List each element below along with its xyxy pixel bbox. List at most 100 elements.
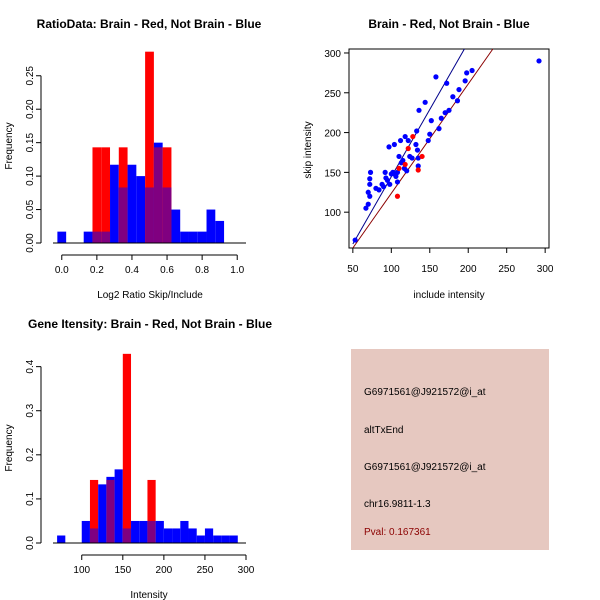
ratio-title: RatioData: Brain - Red, Not Brain - Blue bbox=[37, 17, 262, 31]
intensity-bar-17 bbox=[196, 535, 205, 543]
scatter-xlabel: include intensity bbox=[413, 290, 484, 301]
intensity-bar-16 bbox=[188, 528, 197, 543]
ratio-bar-16 bbox=[197, 231, 207, 243]
scatter-x-tick-label-4: 250 bbox=[498, 264, 515, 275]
ratio-x-tick-label-4: 0.8 bbox=[195, 265, 209, 276]
p-value: Pval: 0.167361 bbox=[364, 527, 431, 538]
probe-info-panel: G6971561@J921572@i_at altTxEnd G6971561@… bbox=[351, 349, 549, 550]
scatter-point-blue-50 bbox=[450, 94, 456, 100]
intensity-y-tick-label-1: 0.1 bbox=[25, 492, 36, 506]
scatter-point-red-6 bbox=[402, 161, 408, 168]
scatter-point-blue-51 bbox=[454, 98, 461, 104]
ratio-x-tick-label-3: 0.6 bbox=[160, 265, 174, 276]
ratio-ylabel: Frequency bbox=[4, 122, 15, 169]
scatter-point-red-1 bbox=[396, 165, 402, 171]
intensity-bars bbox=[57, 353, 238, 543]
ratio-bar-9 bbox=[136, 176, 146, 243]
scatter-point-blue-47 bbox=[442, 110, 448, 116]
ratio-overlap-bar-12 bbox=[162, 187, 172, 243]
scatter-point-blue-27 bbox=[400, 157, 406, 164]
intensity-bar-0 bbox=[57, 535, 66, 543]
intensity-bar-14 bbox=[172, 528, 181, 543]
ratio-xlabel: Log2 Ratio Skip/Include bbox=[97, 290, 203, 301]
intensity-xlabel: Intensity bbox=[130, 590, 167, 600]
event-type: altTxEnd bbox=[364, 425, 404, 436]
ratio-y-tick-label-5: 0.25 bbox=[25, 66, 36, 86]
scatter-ylabel: skip intensity bbox=[303, 121, 314, 178]
intensity-bar-4 bbox=[89, 479, 99, 543]
ratio-bar-15 bbox=[188, 231, 198, 243]
scatter-title: Brain - Red, Not Brain - Blue bbox=[368, 17, 530, 31]
ratio-x-tick-label-1: 0.2 bbox=[90, 265, 104, 276]
ratio-bar-13 bbox=[171, 209, 181, 243]
intensity-bar-20 bbox=[221, 535, 230, 543]
scatter-y-tick-label-4: 300 bbox=[324, 49, 341, 60]
ratio-bar-10 bbox=[145, 51, 154, 244]
scatter-point-blue-38 bbox=[415, 163, 421, 169]
intensity-y-tick-label-4: 0.4 bbox=[25, 359, 36, 373]
ratio-y-tick-label-4: 0.20 bbox=[25, 99, 36, 119]
scatter-point-blue-21 bbox=[393, 173, 399, 179]
intensity-y-tick-label-3: 0.3 bbox=[25, 403, 36, 417]
scatter-point-red-3 bbox=[415, 167, 421, 173]
scatter-point-red-0 bbox=[394, 193, 401, 199]
scatter-point-blue-11 bbox=[381, 184, 387, 190]
scatter-point-blue-48 bbox=[444, 80, 450, 86]
ratio-bar-17 bbox=[206, 209, 216, 243]
intensity-bar-7 bbox=[114, 469, 123, 543]
scatter-point-blue-54 bbox=[464, 70, 470, 76]
ratio-y-tick-label-0: 0.00 bbox=[25, 233, 36, 253]
intensity-bar-9 bbox=[131, 520, 140, 543]
scatter-point-blue-44 bbox=[433, 74, 439, 80]
ratio-overlap-bar-10 bbox=[145, 187, 154, 243]
ratio-bar-18 bbox=[215, 220, 225, 243]
scatter-point-blue-41 bbox=[425, 137, 431, 144]
scatter-point-blue-34 bbox=[413, 141, 419, 148]
intensity-bar-15 bbox=[180, 520, 189, 543]
scatter-point-blue-40 bbox=[422, 99, 428, 105]
scatter-point-red-4 bbox=[410, 133, 416, 140]
scatter-point-blue-16 bbox=[386, 144, 392, 150]
scatter-x-tick-label-1: 100 bbox=[383, 264, 400, 275]
scatter-point-blue-39 bbox=[416, 107, 422, 113]
scatter-point-red-2 bbox=[405, 145, 411, 152]
scatter-point-blue-30 bbox=[404, 168, 410, 174]
scatter-point-blue-7 bbox=[367, 193, 373, 199]
ratio-x-tick-label-2: 0.4 bbox=[125, 265, 139, 276]
scatter-point-blue-25 bbox=[397, 137, 404, 144]
intensity-title: Gene Itensity: Brain - Red, Not Brain - … bbox=[28, 317, 272, 331]
intensity-ylabel: Frequency bbox=[4, 424, 15, 471]
scatter-ref-lines bbox=[352, 48, 494, 249]
scatter-point-blue-3 bbox=[365, 189, 371, 195]
scatter-y-tick-label-1: 150 bbox=[324, 168, 341, 179]
scatter-point-blue-14 bbox=[384, 177, 391, 183]
intensity-x-tick-label-3: 250 bbox=[197, 565, 214, 576]
intensity-overlap-bar-8 bbox=[122, 528, 132, 543]
intensity-bar-11 bbox=[147, 479, 156, 543]
scatter-point-blue-42 bbox=[427, 131, 433, 137]
intensity-overlap-bar-11 bbox=[147, 520, 156, 543]
scatter-point-blue-33 bbox=[409, 155, 415, 161]
probe-id-secondary: G6971561@J921572@i_at bbox=[364, 462, 486, 473]
scatter-y-tick-label-3: 250 bbox=[324, 89, 341, 100]
scatter-point-blue-45 bbox=[436, 126, 442, 132]
ratio-bar-0 bbox=[57, 231, 67, 243]
ratio-histogram: RatioData: Brain - Red, Not Brain - Blue… bbox=[4, 17, 262, 301]
intensity-bar-8 bbox=[122, 353, 132, 543]
intensity-bar-12 bbox=[155, 520, 164, 543]
scatter-x-tick-label-5: 300 bbox=[537, 264, 554, 275]
scatter-point-blue-31 bbox=[405, 137, 411, 144]
ratio-y-axis: 0.00 0.05 0.10 0.15 0.20 0.25 bbox=[25, 66, 42, 253]
scatter-point-blue-56 bbox=[536, 58, 542, 64]
ratio-bar-4 bbox=[92, 147, 102, 243]
scatter-point-blue-2 bbox=[365, 201, 371, 207]
probe-id-primary: G6971561@J921572@i_at bbox=[364, 387, 486, 398]
ratio-bar-14 bbox=[180, 231, 189, 243]
intensity-x-tick-label-2: 200 bbox=[156, 565, 173, 576]
scatter-point-blue-22 bbox=[394, 179, 401, 185]
intensity-bar-19 bbox=[213, 535, 222, 543]
scatter-point-blue-53 bbox=[462, 78, 468, 84]
scatter-point-blue-6 bbox=[367, 169, 374, 175]
ratio-bar-5 bbox=[101, 147, 111, 243]
